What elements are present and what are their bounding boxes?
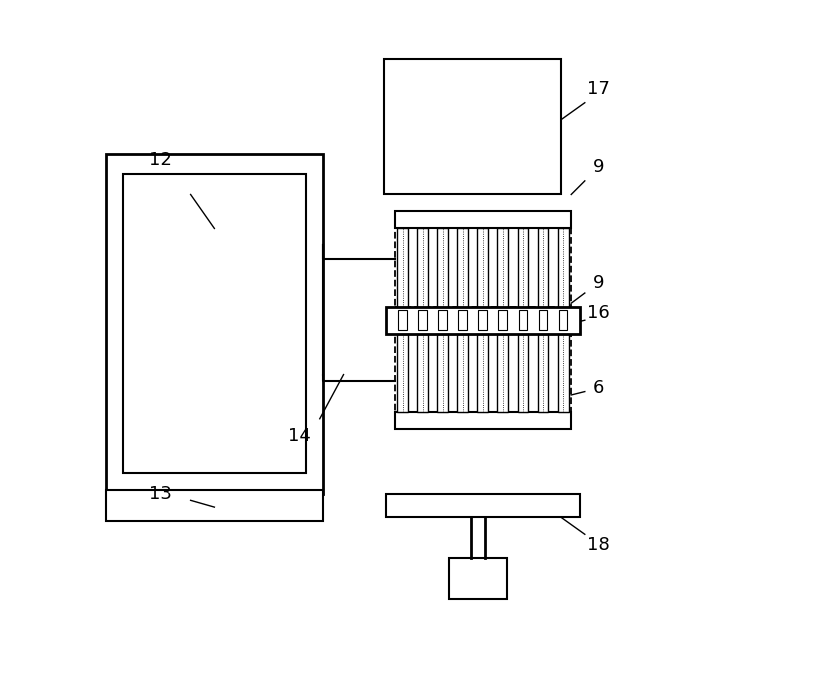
Bar bbox=[449, 558, 507, 599]
Bar bbox=[105, 490, 323, 521]
Bar bbox=[417, 228, 428, 307]
Bar bbox=[458, 334, 468, 412]
Bar bbox=[559, 310, 568, 330]
Bar bbox=[477, 334, 488, 412]
Bar bbox=[558, 334, 569, 412]
Bar bbox=[105, 153, 323, 493]
Text: 13: 13 bbox=[149, 484, 171, 502]
Text: 9: 9 bbox=[593, 158, 604, 176]
Bar bbox=[458, 310, 467, 330]
Bar bbox=[518, 228, 528, 307]
Bar bbox=[384, 58, 561, 195]
Text: 17: 17 bbox=[587, 80, 610, 98]
Bar bbox=[537, 334, 548, 412]
Bar bbox=[398, 310, 407, 330]
Bar bbox=[394, 211, 571, 307]
Bar bbox=[458, 228, 468, 307]
Bar bbox=[398, 334, 408, 412]
Bar bbox=[437, 228, 449, 307]
Bar bbox=[394, 334, 571, 429]
Bar bbox=[537, 228, 548, 307]
Bar bbox=[398, 228, 408, 307]
Text: 9: 9 bbox=[593, 274, 604, 292]
Bar bbox=[386, 307, 580, 334]
Bar bbox=[538, 310, 547, 330]
Bar bbox=[497, 334, 509, 412]
Bar bbox=[478, 310, 487, 330]
Bar bbox=[386, 493, 580, 517]
Text: 18: 18 bbox=[587, 535, 610, 554]
Bar bbox=[417, 334, 428, 412]
Bar bbox=[437, 334, 449, 412]
Text: 6: 6 bbox=[593, 379, 604, 397]
Bar bbox=[418, 310, 427, 330]
Bar bbox=[439, 310, 447, 330]
Bar bbox=[499, 310, 507, 330]
Bar bbox=[394, 412, 571, 429]
Bar bbox=[123, 174, 306, 473]
Bar bbox=[518, 310, 528, 330]
Bar bbox=[518, 334, 528, 412]
Text: 16: 16 bbox=[587, 304, 610, 323]
Bar bbox=[497, 228, 509, 307]
Text: 14: 14 bbox=[288, 427, 311, 444]
Bar bbox=[394, 211, 571, 228]
Text: 12: 12 bbox=[149, 151, 171, 169]
Bar bbox=[558, 228, 569, 307]
Bar bbox=[477, 228, 488, 307]
